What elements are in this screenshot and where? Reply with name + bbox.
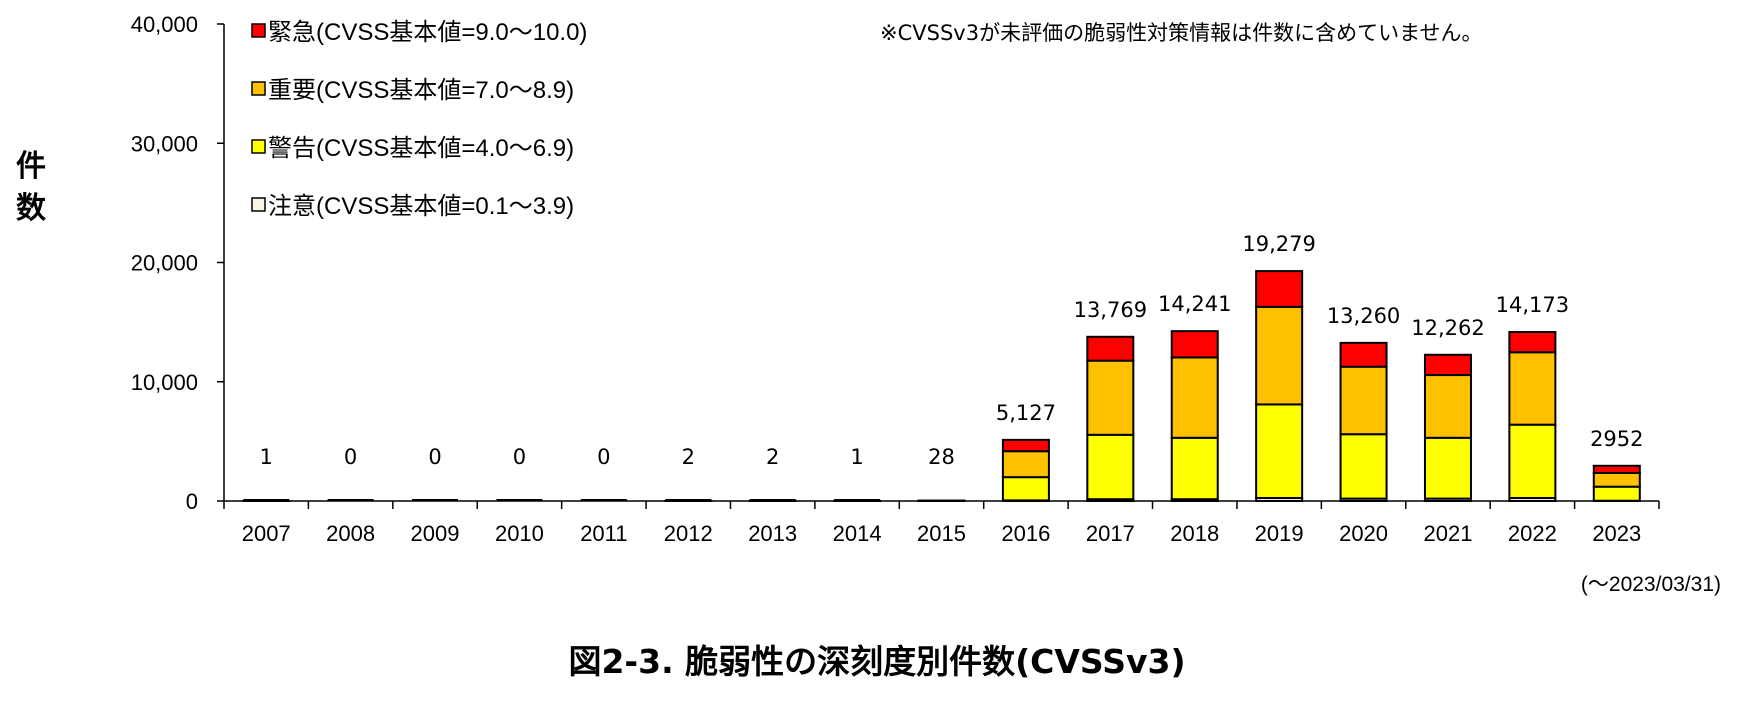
total-label: 2: [766, 445, 779, 469]
x-tick-label: 2015: [917, 521, 966, 546]
x-tick-label: 2008: [326, 521, 375, 546]
bar-segment: [1508, 423, 1557, 500]
bar-segment: [1086, 335, 1135, 362]
total-label: 0: [344, 445, 357, 469]
bar-segment: [1423, 436, 1472, 500]
axes: [223, 24, 1659, 502]
x-tick-label: 2018: [1170, 521, 1219, 546]
bar-segment: [1255, 403, 1304, 500]
total-label: 1: [850, 445, 863, 469]
date-range-annotation: (～2023/03/31): [1581, 573, 1721, 596]
bar-segment: [1255, 305, 1304, 406]
legend-swatch: [251, 23, 266, 38]
x-tick-label: 2022: [1508, 521, 1557, 546]
total-label: 19,279: [1242, 232, 1315, 256]
bar-segment: [1086, 433, 1135, 501]
total-label: 14,241: [1158, 292, 1231, 316]
y-tick-label: 10,000: [131, 370, 198, 395]
x-tick-label: 2007: [242, 521, 291, 546]
x-tick-label: 2012: [664, 521, 713, 546]
bar-segment: [1001, 450, 1050, 479]
total-label: 13,769: [1074, 298, 1147, 322]
x-tick-label: 2020: [1339, 521, 1388, 546]
y-axis-label-char-2: 数: [16, 191, 47, 226]
legend-swatch: [251, 139, 266, 154]
bar-segment: [1423, 353, 1472, 377]
bar-segment: [1508, 351, 1557, 426]
bar-segment: [1339, 365, 1388, 436]
x-axis-ticks: 2007 2008 2009 2010 2011 2012 2013 2014 2015 2016…: [223, 501, 1660, 546]
y-axis-label-char-1: 件: [16, 149, 46, 184]
total-label: 2952: [1590, 427, 1643, 451]
legend-swatch: [251, 197, 266, 212]
bar-segment: [1592, 485, 1641, 502]
total-label: 1: [260, 445, 273, 469]
total-label: 13,260: [1327, 304, 1400, 328]
total-label: 28: [928, 445, 955, 469]
bar-segment: [1001, 476, 1050, 502]
y-tick-label: 30,000: [131, 131, 198, 156]
total-label: 0: [428, 445, 441, 469]
note-annotation: ※CVSSv3が未評価の脆弱性対策情報は件数に含めていません。: [880, 21, 1482, 45]
x-tick-label: 2023: [1592, 521, 1641, 546]
x-tick-label: 2021: [1423, 521, 1472, 546]
x-tick-label: 2017: [1086, 521, 1135, 546]
y-axis-ticks: 0 10,000 20,000 30,000 40,000: [131, 12, 224, 514]
y-tick-label: 40,000: [131, 12, 198, 37]
x-tick-label: 2010: [495, 521, 544, 546]
total-label: 14,173: [1496, 293, 1569, 317]
legend: 緊急(CVSS基本値=9.0～10.0) 重要(CVSS基本値=7.0～8.9) 警…: [251, 19, 587, 220]
chart-title: 図2-3. 脆弱性の深刻度別件数(CVSSv3): [568, 642, 1185, 681]
x-tick-label: 2019: [1255, 521, 1304, 546]
x-tick-label: 2009: [411, 521, 460, 546]
y-tick-label: 20,000: [131, 251, 198, 276]
x-tick-label: 2014: [833, 521, 882, 546]
legend-swatch: [251, 81, 266, 96]
bar-segment: [1592, 471, 1641, 488]
total-label: 0: [513, 445, 526, 469]
y-tick-label: 0: [186, 489, 198, 514]
total-label: 5,127: [996, 401, 1056, 425]
bar-segment: [1170, 356, 1219, 439]
bar-segment: [1170, 436, 1219, 501]
x-tick-label: 2016: [1001, 521, 1050, 546]
total-label: 0: [597, 445, 610, 469]
x-tick-label: 2013: [748, 521, 797, 546]
bar-segment: [1339, 341, 1388, 368]
x-tick-label: 2011: [580, 521, 627, 546]
bar-segment: [1508, 330, 1557, 354]
bar-segment: [1339, 433, 1388, 500]
total-labels: 1 0 0 0 0 2 2 1 28 5,127 13,769 14,241 19,279 13,260 1…: [260, 232, 1644, 469]
legend-label: 警告(CVSS基本値=4.0～6.9): [268, 135, 574, 162]
total-label: 2: [682, 445, 695, 469]
bar-segment: [1001, 438, 1050, 453]
bar-segment: [1423, 374, 1472, 439]
legend-label: 重要(CVSS基本値=7.0～8.9): [268, 77, 574, 104]
legend-label: 注意(CVSS基本値=0.1～3.9): [268, 193, 574, 220]
bars: [242, 270, 1641, 503]
bar-segment: [1086, 359, 1135, 436]
legend-label: 緊急(CVSS基本値=9.0～10.0): [268, 19, 587, 46]
bar-segment: [1255, 270, 1304, 308]
bar-segment: [1170, 330, 1219, 359]
total-label: 12,262: [1411, 316, 1484, 340]
bar-segment: [1592, 464, 1641, 474]
